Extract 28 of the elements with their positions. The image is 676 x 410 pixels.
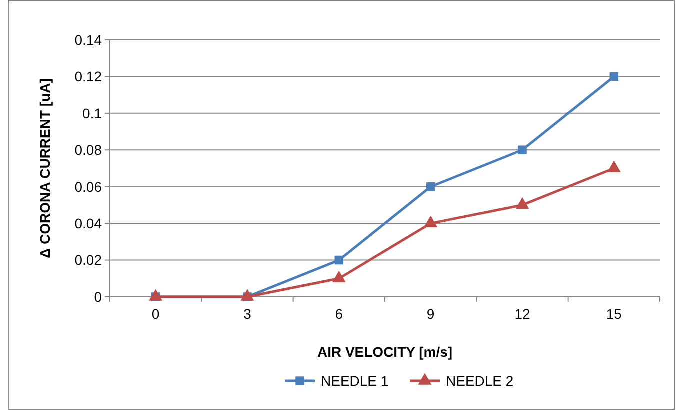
x-tick-label: 6 bbox=[335, 306, 344, 322]
y-tick-label: 0.02 bbox=[74, 252, 102, 268]
x-tick-label: 15 bbox=[606, 306, 622, 322]
x-tick-label: 9 bbox=[426, 306, 435, 322]
point bbox=[518, 146, 527, 155]
x-tick-label: 12 bbox=[514, 306, 530, 322]
x-tick-label: 3 bbox=[244, 306, 252, 322]
point bbox=[608, 161, 621, 172]
y-tick-label: 0.12 bbox=[74, 68, 102, 85]
point bbox=[426, 182, 436, 192]
point bbox=[610, 72, 619, 82]
y-tick-label: 0.14 bbox=[74, 32, 102, 48]
y-tick-label: 0.04 bbox=[74, 215, 102, 232]
y-tick-label: 0 bbox=[94, 288, 102, 305]
point bbox=[241, 290, 254, 301]
y-tick-label: 0.1 bbox=[82, 105, 102, 122]
point bbox=[334, 256, 344, 265]
point bbox=[332, 271, 346, 283]
x-tick-label: 0 bbox=[152, 306, 160, 322]
y-tick-label: 0.08 bbox=[74, 142, 102, 158]
y-axis-title: Δ CORONA CURRENT [uA] bbox=[37, 78, 53, 258]
point bbox=[516, 198, 529, 210]
legend-label: NEEDLE 1 bbox=[321, 372, 389, 389]
x-axis-title: AIR VELOCITY [m/s] bbox=[317, 344, 453, 360]
point bbox=[149, 290, 162, 301]
y-tick-label: 0.06 bbox=[74, 178, 102, 195]
legend-label: NEEDLE 2 bbox=[446, 372, 514, 389]
point bbox=[424, 216, 438, 228]
